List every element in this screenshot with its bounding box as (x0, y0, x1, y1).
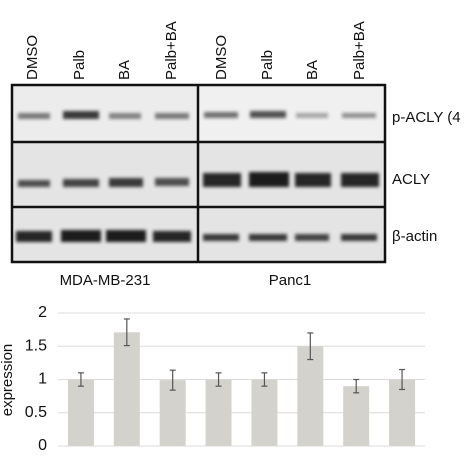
band (341, 173, 379, 187)
bar (343, 386, 370, 446)
band (16, 231, 52, 242)
row-label: p-ACLY (4 (392, 109, 461, 126)
y-tick-label: 0.5 (25, 404, 47, 421)
bar (389, 379, 416, 446)
bar (297, 346, 324, 446)
row-label: β-actin (392, 228, 437, 245)
band (249, 234, 287, 241)
lane-label: Palb+BA (163, 21, 180, 80)
band (249, 172, 289, 187)
band (342, 113, 376, 118)
error-bar (169, 369, 176, 391)
lane-labels: DMSO Palb BA Palb+BA DMSO Palb BA Palb+BA (24, 21, 368, 80)
y-tick-label: 2 (38, 304, 47, 321)
y-tick-label: 0 (38, 437, 47, 454)
band (295, 173, 331, 187)
bar (113, 332, 140, 446)
error-bar (77, 372, 84, 387)
band (204, 112, 238, 118)
band (203, 234, 239, 241)
bar (67, 379, 94, 446)
cell-line-label: Panc1 (269, 272, 312, 289)
bar (205, 379, 232, 446)
error-bar (307, 332, 314, 361)
band (109, 178, 143, 187)
bar (251, 379, 278, 446)
row-label: ACLY (392, 171, 430, 188)
error-bar (399, 368, 406, 391)
band (63, 179, 99, 187)
error-bar (123, 318, 130, 347)
band (109, 113, 141, 119)
lane-label: Palb (71, 50, 88, 80)
y-tick-label: 1 (38, 371, 47, 388)
band (18, 113, 50, 119)
western-blot: p-ACLY (4 ACLY β-actin MDA-MB-231 Panc1 (10, 83, 461, 289)
bar-chart: 0 0.5 1 1.5 2 (25, 304, 425, 454)
band (106, 230, 146, 242)
band (295, 234, 329, 241)
band (18, 180, 50, 187)
error-bar (353, 378, 360, 394)
band (63, 111, 99, 119)
band (341, 234, 377, 241)
bar (159, 380, 186, 446)
band (155, 113, 189, 119)
y-tick-label: 1.5 (25, 337, 47, 354)
band (250, 111, 286, 118)
band (61, 230, 101, 242)
cell-line-label: MDA-MB-231 (60, 272, 151, 289)
band (203, 173, 241, 187)
lane-label: Palb (259, 50, 276, 80)
band (153, 231, 191, 242)
lane-label: DMSO (24, 35, 41, 80)
y-axis-label: expression (0, 344, 16, 417)
error-bar (261, 372, 268, 387)
lane-label: BA (116, 60, 133, 80)
lane-label: Palb+BA (351, 21, 368, 80)
lane-label: DMSO (213, 35, 230, 80)
band (296, 113, 328, 118)
error-bar (215, 372, 222, 387)
band (155, 178, 189, 186)
lane-label: BA (304, 60, 321, 80)
